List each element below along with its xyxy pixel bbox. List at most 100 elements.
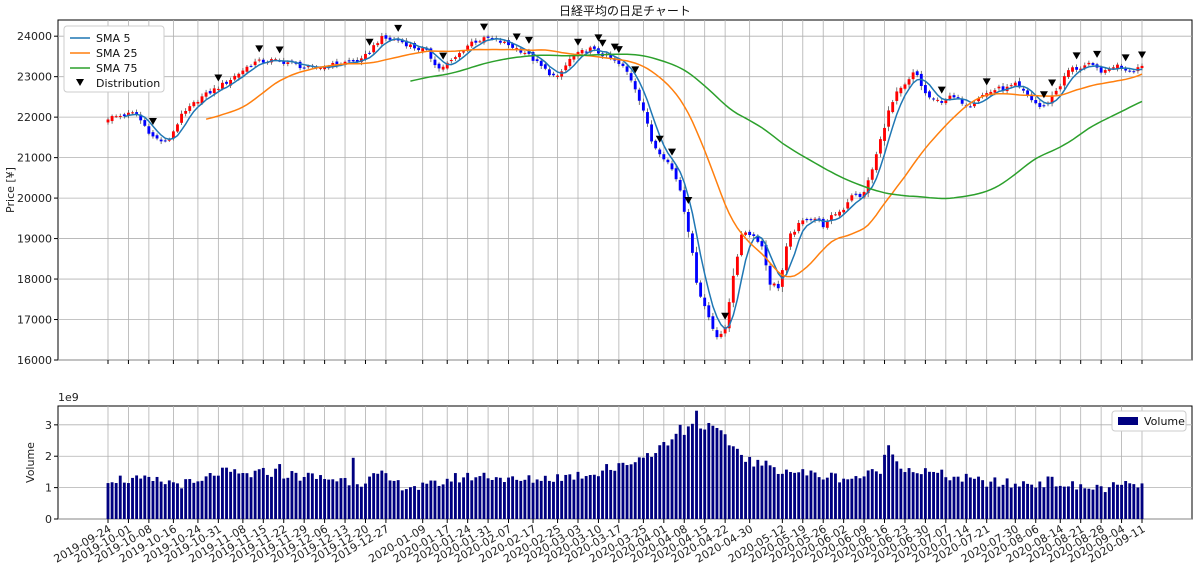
volume-bar [376, 473, 380, 519]
candle-body [719, 333, 723, 337]
distribution-marker [394, 24, 403, 32]
candle-body [519, 48, 523, 53]
volume-legend: Volume [1111, 410, 1187, 432]
distribution-markers [148, 23, 1146, 320]
distribution-marker [655, 135, 664, 143]
volume-bar [204, 476, 208, 519]
candle-body [421, 48, 425, 52]
candle-body [151, 132, 155, 137]
candle-body [298, 61, 302, 69]
volume-bar [1120, 484, 1123, 519]
volume-bar [1124, 481, 1128, 519]
candle-body [1079, 68, 1083, 71]
volume-bar [380, 470, 384, 519]
volume-bar [523, 479, 527, 519]
volume-bar [801, 469, 805, 519]
price-y-tick-label: 18000 [17, 273, 52, 286]
volume-bar [556, 474, 559, 519]
candle-body [282, 60, 286, 64]
candle-body [862, 192, 866, 198]
distribution-marker [512, 33, 521, 41]
distribution-marker [1138, 51, 1146, 59]
candle-body [458, 53, 461, 58]
candle-body [1107, 69, 1111, 71]
volume-bar [780, 473, 784, 519]
volume-bar [609, 469, 613, 519]
candle-body [1111, 67, 1115, 69]
candle-body [989, 91, 993, 95]
volume-bar [527, 475, 531, 519]
candle-body [646, 112, 649, 124]
candle-body [261, 59, 265, 63]
volume-bar [997, 486, 1001, 519]
volume-bar [895, 461, 899, 519]
distribution-marker [524, 36, 533, 44]
candle-body [883, 127, 886, 141]
volume-bar [797, 472, 801, 519]
volume-bar [731, 446, 735, 519]
candle-body [1026, 90, 1029, 96]
candle-body [453, 57, 457, 59]
candle-body [641, 102, 645, 111]
volume-bar [135, 475, 139, 519]
candle-body [1058, 86, 1062, 90]
volume-bar [445, 478, 449, 519]
candle-body [547, 69, 551, 76]
volume-bar [1132, 484, 1136, 519]
candle-body [167, 139, 171, 141]
candle-body [155, 135, 159, 139]
volume-bar [159, 481, 163, 519]
volume-bar [335, 481, 339, 519]
candle-body [1038, 103, 1042, 107]
distribution-marker [684, 196, 693, 204]
volume-bar [539, 480, 543, 519]
distribution-marker [214, 74, 223, 82]
candle-body [159, 139, 163, 142]
volume-bar [368, 476, 371, 519]
candle-body [1087, 62, 1091, 65]
volume-bars [106, 410, 1144, 519]
volume-bar [147, 476, 151, 519]
volume-bar [184, 479, 188, 519]
candle-body [368, 52, 371, 54]
volume-bar [858, 478, 862, 519]
volume-bar [1079, 484, 1083, 519]
candle-body [928, 91, 931, 98]
volume-bar [413, 486, 416, 519]
candle-body [511, 43, 515, 48]
volume-bar [1071, 481, 1074, 519]
candle-body [486, 36, 490, 38]
candle-body [821, 218, 825, 228]
volume-bar [323, 479, 327, 519]
candle-body [580, 50, 584, 54]
volume-bar [212, 475, 216, 519]
volume-bar [576, 471, 580, 519]
volume-bar [404, 489, 408, 519]
candle-body [1054, 90, 1058, 95]
price-x-ticks [107, 360, 1143, 364]
volume-bar [1009, 487, 1013, 519]
volume-bar [654, 453, 658, 519]
candle-body [351, 60, 355, 62]
volume-bar [388, 480, 392, 519]
volume-bar [973, 478, 976, 519]
volume-bar [903, 472, 907, 519]
volume-bar [261, 467, 265, 519]
candle-body [1075, 67, 1079, 70]
volume-bar [691, 423, 694, 519]
distribution-marker [1093, 50, 1102, 58]
candle-body [670, 163, 674, 170]
candle-body [388, 37, 392, 40]
volume-bar [392, 480, 396, 519]
volume-bar [838, 482, 841, 519]
candle-body [588, 47, 592, 53]
legend-label: SMA 75 [96, 62, 138, 75]
volume-bar [968, 477, 972, 519]
volume-bar [735, 448, 739, 519]
volume-bar [670, 439, 674, 519]
volume-bar [842, 478, 846, 519]
volume-bar [249, 477, 253, 519]
candle-body [887, 110, 891, 127]
candle-body [825, 221, 829, 228]
candle-body [204, 92, 208, 97]
